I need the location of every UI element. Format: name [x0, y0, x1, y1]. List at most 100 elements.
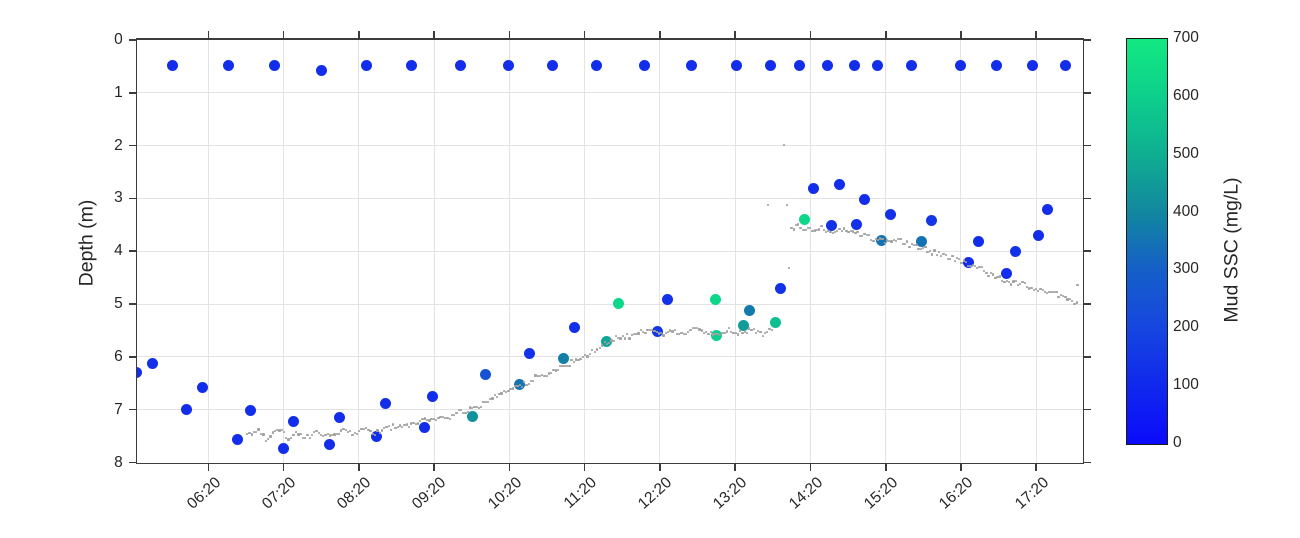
bed-track-dot: [264, 439, 268, 442]
bed-track-dot: [811, 229, 814, 232]
x-tick-top: [734, 31, 736, 39]
bed-track-dot: [1052, 290, 1056, 293]
bed-track-dot: [937, 251, 941, 254]
bed-track-dot: [660, 332, 663, 335]
bed-track-dot: [579, 358, 582, 361]
bed-track-dot: [550, 372, 553, 375]
bed-track-speck: [787, 267, 791, 270]
bed-track-dot: [806, 227, 810, 230]
bed-track-dot: [736, 333, 740, 336]
y-gridline: [137, 303, 1083, 305]
bed-track-dot: [973, 265, 977, 268]
bed-track-dot: [996, 276, 999, 279]
bed-track-dot: [617, 337, 620, 340]
bed-track-dot: [861, 234, 864, 238]
bed-track-dot: [351, 433, 354, 437]
bed-track-dot: [267, 438, 270, 441]
surface-sample-point: [686, 60, 698, 72]
y-tick-left: [128, 303, 136, 305]
surface-sample-point: [730, 60, 742, 72]
bed-track-dot: [863, 232, 866, 236]
bed-track-dot: [985, 271, 988, 275]
bed-track-dot: [759, 330, 762, 334]
bed-track-dot: [603, 341, 606, 344]
bed-track-dot: [401, 426, 404, 429]
bed-track-dot: [477, 406, 481, 409]
bed-track-dot: [953, 259, 956, 263]
bed-track-dot: [912, 243, 916, 246]
bed-track-dot: [504, 390, 508, 393]
bed-track-dot: [614, 334, 618, 338]
deep-sample-point: [323, 439, 335, 450]
x-tick-label: 11:20: [560, 473, 601, 512]
bed-track-dot: [926, 250, 929, 253]
bed-track-dot: [885, 239, 889, 242]
deep-sample-point: [1001, 267, 1013, 279]
bed-track-dot: [960, 261, 963, 264]
bed-track-dot: [1055, 291, 1058, 294]
bed-track-dot: [635, 333, 638, 336]
bed-track-dot: [319, 434, 323, 437]
surface-sample-point: [764, 60, 776, 72]
bed-track-dot: [641, 330, 645, 334]
bed-track-dot: [248, 431, 251, 434]
y-tick-label: 3: [114, 189, 123, 207]
bed-track-dot: [1028, 287, 1031, 290]
bed-track-dot: [682, 332, 685, 336]
bed-track-dot: [455, 411, 458, 415]
plot-area: [137, 40, 1083, 463]
deep-sample-point: [916, 235, 928, 247]
bed-track-dot: [684, 332, 688, 335]
bed-track-dot: [255, 430, 258, 434]
bed-track-dot: [732, 332, 735, 335]
bed-track-dot: [989, 271, 993, 275]
bed-track-dot: [294, 430, 298, 433]
bed-track-dot: [299, 432, 302, 435]
bed-track-dot: [655, 330, 658, 333]
bed-track-dot: [612, 339, 615, 342]
bed-track-dot: [392, 423, 395, 426]
bed-track-dot: [301, 436, 305, 440]
bed-track-dot: [797, 223, 800, 226]
bed-track-dot: [378, 431, 381, 435]
bed-track-dot: [398, 424, 402, 427]
bed-track-dot: [252, 430, 256, 434]
colorbar-tick-label: 500: [1173, 144, 1199, 162]
bed-track-dot: [419, 420, 422, 423]
colorbar-tick-label: 300: [1173, 260, 1199, 278]
x-tick-label: 14:20: [785, 473, 826, 513]
surface-sample-point: [849, 60, 861, 72]
bed-track-dot: [705, 331, 708, 334]
bed-track-dot: [574, 358, 578, 361]
bed-track-dot: [1043, 290, 1047, 293]
deep-sample-point: [662, 293, 674, 305]
bed-track-dot: [516, 384, 519, 387]
bed-track-dot: [1010, 283, 1013, 286]
x-tick-label: 16:20: [936, 473, 977, 513]
deep-sample-point: [557, 353, 569, 364]
bed-track-dot: [380, 429, 384, 432]
bed-track-dot: [723, 331, 726, 335]
bed-track-dot: [671, 330, 674, 333]
deep-sample-point: [277, 442, 289, 454]
bed-track-dot: [752, 327, 755, 330]
bed-track-dot: [745, 331, 749, 334]
y-tick-label: 2: [114, 136, 123, 154]
bed-track-dot: [278, 429, 281, 432]
bed-track-dot: [1046, 291, 1049, 295]
bed-track-dot: [358, 429, 361, 432]
bed-track-dot: [369, 429, 372, 432]
bed-track-dot: [903, 243, 907, 246]
bed-track-dot: [581, 356, 585, 359]
deep-sample-point: [146, 358, 158, 370]
bed-track-dot: [847, 231, 850, 234]
bed-track-dot: [619, 337, 622, 340]
y-tick-left: [128, 250, 136, 253]
bed-track-dot: [511, 387, 515, 390]
surface-sample-point: [454, 60, 466, 72]
bed-track-dot: [849, 230, 853, 233]
bed-track-dot: [520, 386, 524, 389]
bed-track-dot: [730, 330, 733, 333]
bed-track-dot: [976, 267, 979, 270]
bed-track-dot: [596, 348, 599, 351]
